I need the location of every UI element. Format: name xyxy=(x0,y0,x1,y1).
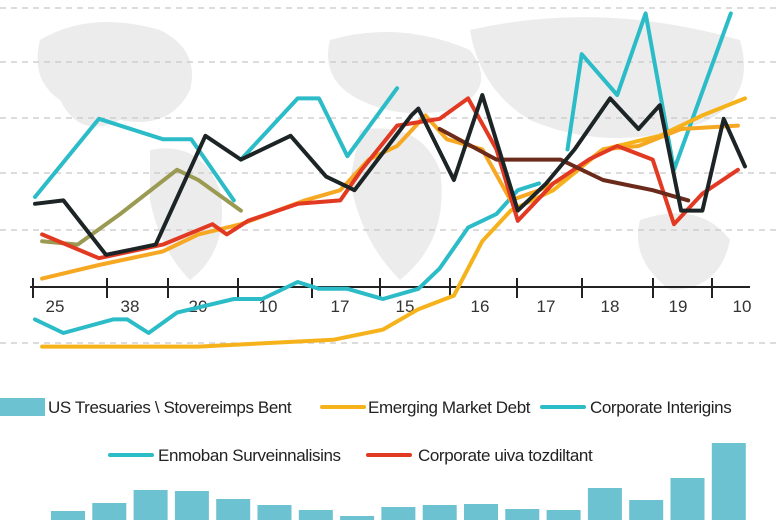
bar xyxy=(174,491,209,520)
legend: US Tresuaries \ Stovereimps Bent Emerging… xyxy=(0,398,732,465)
bar xyxy=(546,510,581,520)
x-tick-label: 10 xyxy=(259,297,278,316)
bar xyxy=(340,516,375,520)
bar xyxy=(298,510,333,520)
legend-label: Corporate Interigins xyxy=(590,398,731,417)
bar xyxy=(670,478,705,520)
x-tick-labels: 25 38 20 10 17 15 16 17 18 19 10 xyxy=(46,297,752,316)
bar xyxy=(422,505,457,520)
series-line xyxy=(40,113,740,281)
series-lines xyxy=(33,11,747,349)
x-tick-label: 38 xyxy=(121,297,140,316)
bar xyxy=(629,500,664,520)
bar xyxy=(92,503,127,520)
x-tick-label: 16 xyxy=(471,297,490,316)
x-tick-label: 17 xyxy=(537,297,556,316)
bar xyxy=(51,511,85,520)
legend-label: Corporate uiva tozdiltant xyxy=(418,446,593,465)
series-line xyxy=(40,167,243,247)
bar xyxy=(587,488,622,520)
x-tick-label: 19 xyxy=(669,297,688,316)
x-tick-label: 17 xyxy=(331,297,350,316)
bar xyxy=(133,490,168,520)
bar xyxy=(464,504,498,520)
legend-swatch xyxy=(0,398,45,416)
series-line xyxy=(33,11,733,203)
x-axis xyxy=(30,278,750,298)
series-line xyxy=(33,181,542,335)
bar-series xyxy=(51,443,746,520)
series-line xyxy=(437,127,691,203)
legend-label: Enmoban Surveinnalisins xyxy=(158,446,341,465)
x-tick-label: 18 xyxy=(601,297,620,316)
bar xyxy=(381,507,416,520)
x-tick-label: 25 xyxy=(46,297,65,316)
series-line xyxy=(33,93,747,257)
x-tick-label: 15 xyxy=(396,297,415,316)
bar xyxy=(216,499,251,520)
bar xyxy=(711,443,746,520)
bar xyxy=(505,509,540,520)
x-tick-label: 10 xyxy=(733,297,752,316)
series-line xyxy=(40,96,740,261)
bar xyxy=(257,505,292,520)
legend-label: Emerging Market Debt xyxy=(368,398,531,417)
legend-label: US Tresuaries \ Stovereimps Bent xyxy=(48,398,292,417)
